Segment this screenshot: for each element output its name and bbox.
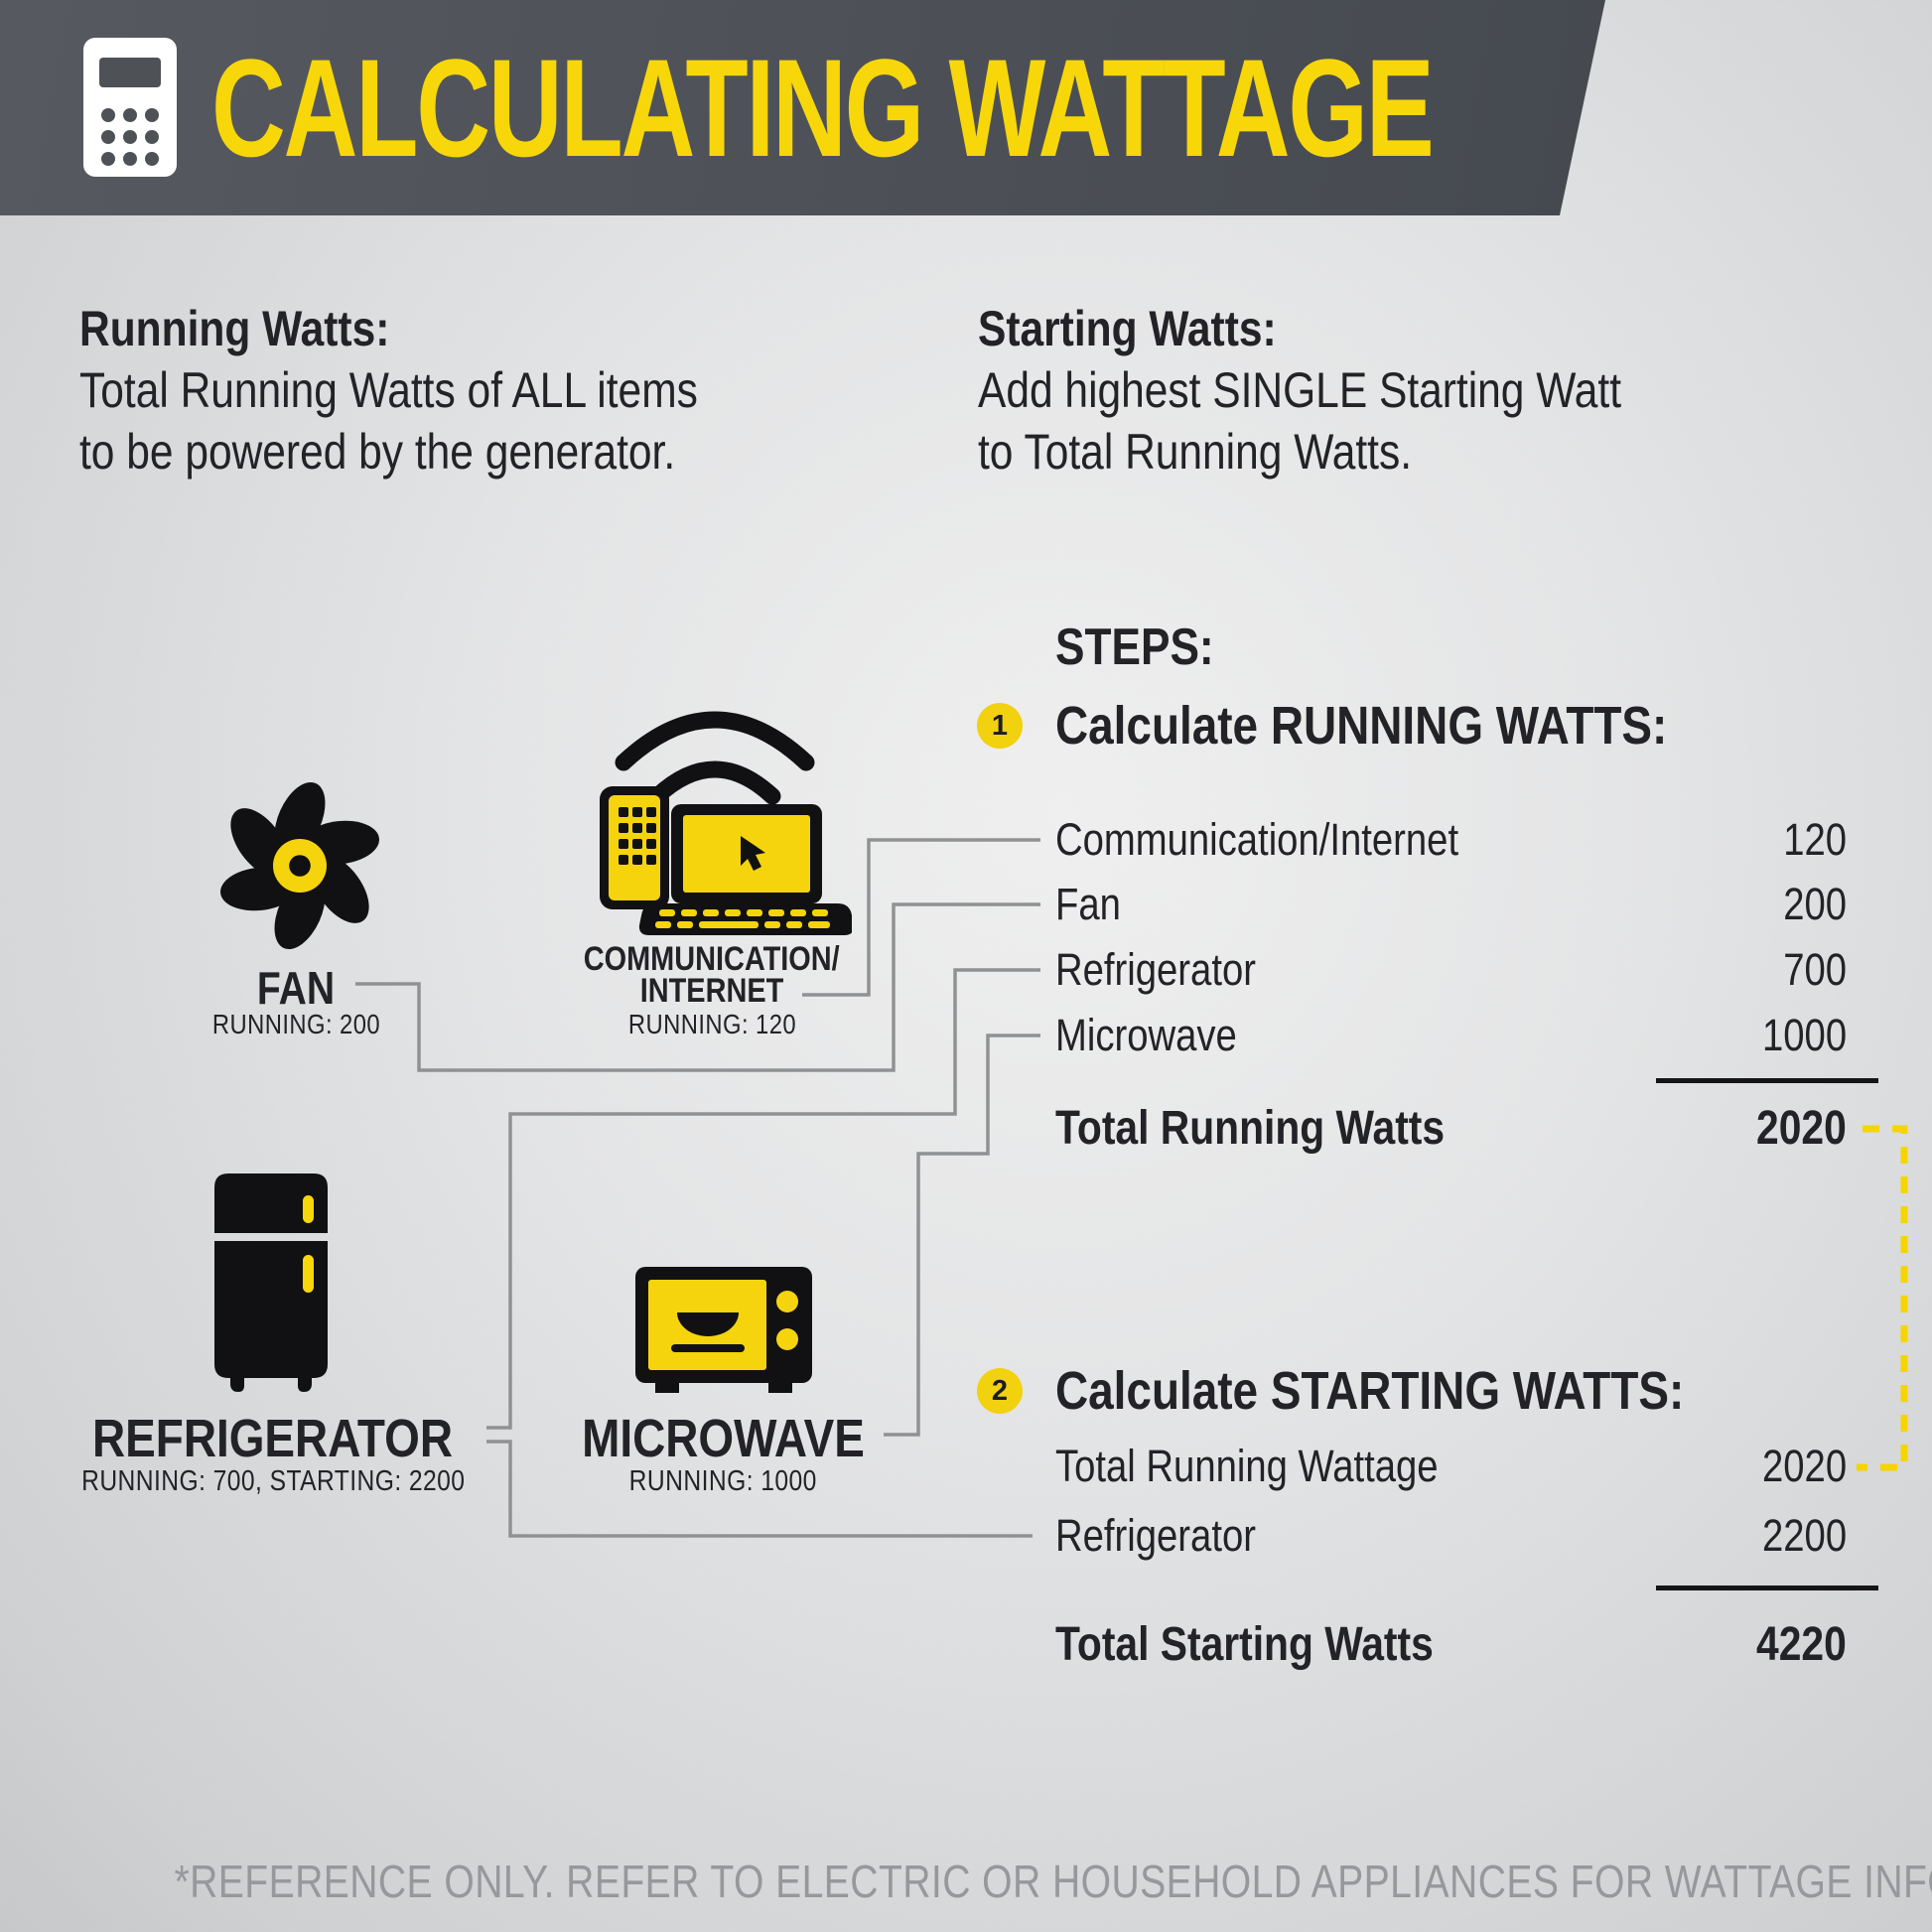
connector-communication — [802, 838, 1040, 997]
steps-heading-text: STEPS: — [1055, 619, 1214, 676]
microwave-icon — [635, 1267, 812, 1393]
step2-row-refrigerator: Refrigerator 2200 — [1055, 1511, 1847, 1561]
starting-watts-definition: Starting Watts: Add highest SINGLE Start… — [978, 298, 1732, 483]
row-label: Microwave — [1055, 1010, 1237, 1060]
communication-sub-label: RUNNING: 120 — [551, 1009, 873, 1040]
row-value: 2020 — [1761, 1441, 1847, 1491]
row-label: Fan — [1055, 879, 1121, 929]
step1-row-refrigerator: Refrigerator 700 — [1055, 945, 1847, 995]
communication-internet-icon — [600, 711, 852, 935]
total-label: Total Starting Watts — [1055, 1618, 1434, 1671]
fan-label-text: FAN — [256, 962, 336, 1014]
connector-refrigerator-starting — [486, 1440, 1033, 1538]
running-watts-line1: Total Running Watts of ALL items — [79, 362, 698, 418]
step2-total-row: Total Starting Watts 4220 — [1055, 1620, 1847, 1670]
calculator-keys — [101, 108, 159, 166]
step2-number-badge: 2 — [977, 1368, 1023, 1414]
microwave-label-text: MICROWAVE — [581, 1409, 865, 1468]
step1-sum-line — [1656, 1078, 1878, 1083]
step2-title-text: Calculate STARTING WATTS: — [1055, 1361, 1685, 1421]
step1-number-badge: 1 — [977, 703, 1023, 749]
running-watts-heading: Running Watts: — [79, 301, 390, 356]
starting-watts-line1: Add highest SINGLE Starting Watt — [978, 362, 1622, 418]
fan-sub-text: RUNNING: 200 — [211, 1009, 380, 1039]
connector-refrigerator-running — [486, 968, 1040, 1430]
row-label: Refrigerator — [1055, 944, 1256, 995]
running-watts-line2: to be powered by the generator. — [79, 424, 676, 480]
refrigerator-label-text: REFRIGERATOR — [92, 1409, 454, 1468]
row-label: Refrigerator — [1055, 1510, 1256, 1561]
steps-heading: STEPS: — [1055, 618, 1242, 677]
total-carryover-dashed-line — [1857, 1125, 1908, 1471]
communication-label-line1: COMMUNICATION/ — [584, 940, 840, 978]
fan-icon — [220, 781, 379, 950]
microwave-sub-text: RUNNING: 1000 — [628, 1465, 817, 1497]
calculator-icon — [83, 38, 177, 177]
appliance-connectors — [355, 838, 1040, 1538]
wifi-icon — [615, 711, 815, 805]
footer-note: *REFERENCE ONLY. REFER TO ELECTRIC OR HO… — [0, 1855, 1932, 1908]
step1-number: 1 — [991, 709, 1009, 742]
row-value: 2200 — [1761, 1510, 1847, 1561]
row-value: 120 — [1783, 814, 1847, 865]
refrigerator-label: REFRIGERATOR — [30, 1408, 516, 1469]
running-watts-definition: Running Watts: Total Running Watts of AL… — [79, 298, 834, 483]
starting-watts-line2: to Total Running Watts. — [978, 424, 1413, 480]
fan-sub-label: RUNNING: 200 — [167, 1009, 425, 1040]
laptop-icon — [638, 804, 852, 935]
step2-sum-line — [1656, 1586, 1878, 1590]
refrigerator-sub-label: RUNNING: 700, STARTING: 2200 — [30, 1465, 516, 1498]
row-label: Communication/Internet — [1055, 814, 1459, 865]
header-banner — [0, 0, 1605, 215]
communication-label-line2: INTERNET — [639, 972, 784, 1010]
page-title: CALCULATING WATTAGE — [211, 29, 1435, 186]
smartphone-icon — [600, 786, 669, 909]
footer-note-text: *REFERENCE ONLY. REFER TO ELECTRIC OR HO… — [174, 1856, 1932, 1907]
step2-row-total-running: Total Running Wattage 2020 — [1055, 1442, 1847, 1491]
microwave-sub-label: RUNNING: 1000 — [556, 1465, 890, 1498]
page-title-wrap: CALCULATING WATTAGE — [211, 0, 1862, 215]
total-value: 2020 — [1756, 1102, 1847, 1155]
step1-row-fan: Fan 200 — [1055, 880, 1847, 929]
communication-sub-text: RUNNING: 120 — [627, 1009, 796, 1039]
fan-label: FAN — [167, 961, 425, 1015]
connector-microwave — [884, 1034, 1040, 1437]
step1-total-row: Total Running Watts 2020 — [1055, 1104, 1847, 1154]
laptop-keys — [655, 909, 830, 928]
step1-title-text: Calculate RUNNING WATTS: — [1055, 696, 1668, 756]
step2-title: Calculate STARTING WATTS: — [1055, 1364, 1795, 1418]
microwave-label: MICROWAVE — [556, 1408, 890, 1469]
connector-fan — [355, 902, 1040, 1072]
starting-watts-heading: Starting Watts: — [978, 301, 1277, 356]
communication-label: COMMUNICATION/ INTERNET — [551, 940, 873, 1010]
step1-row-microwave: Microwave 1000 — [1055, 1011, 1847, 1060]
row-label: Total Running Wattage — [1055, 1441, 1439, 1491]
total-label: Total Running Watts — [1055, 1102, 1446, 1155]
step1-title: Calculate RUNNING WATTS: — [1055, 699, 1775, 753]
row-value: 700 — [1783, 944, 1847, 995]
refrigerator-sub-text: RUNNING: 700, STARTING: 2200 — [80, 1465, 466, 1497]
refrigerator-icon — [214, 1173, 328, 1392]
row-value: 200 — [1783, 879, 1847, 929]
total-value: 4220 — [1756, 1618, 1847, 1671]
step2-number: 2 — [991, 1374, 1009, 1407]
step1-row-communication: Communication/Internet 120 — [1055, 815, 1847, 865]
row-value: 1000 — [1761, 1010, 1847, 1060]
